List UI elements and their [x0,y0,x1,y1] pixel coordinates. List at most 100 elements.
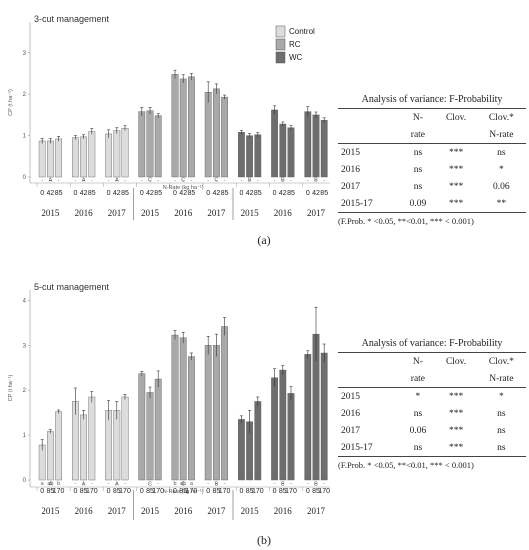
x-tick-label: 85 [47,488,55,495]
year-label: 2016 [274,208,293,218]
anova-grid: N- Clov. Clov.* rate N-rate 2015 ns *** … [338,109,526,213]
y-tick-label: 3 [23,343,27,349]
x-tick-label: 0 [239,488,243,495]
anova-header-cell: Clov. [445,356,467,367]
group-letter: C [148,482,152,488]
x-tick-label: 42 [80,190,88,197]
bar-letter: - [323,178,325,184]
bar [146,392,154,481]
anova-year-cell: 2016 [341,164,360,175]
y-tick-label: 2 [23,388,27,394]
bar-letter: - [116,481,118,487]
bar-letter: - [315,178,317,184]
anova-header-cell: N-rate [489,373,514,384]
anova-cell: ns [476,439,526,457]
legend-swatch [275,38,286,51]
bar-letter: - [315,481,317,487]
x-tick-label: 85 [221,190,229,197]
x-tick-label: 170 [86,488,98,495]
x-tick-label: 0 [173,488,177,495]
group-letter: A [49,178,53,184]
x-tick-label: 42 [213,190,221,197]
anova-cell: *** [435,143,477,161]
bar [88,396,96,481]
anova-cell: 0.06 [493,181,510,192]
x-tick-label: 85 [80,488,88,495]
bar [237,132,245,178]
x-tick-label: 170 [285,488,297,495]
x-tick-label: 85 [254,190,262,197]
group-letter: C [181,482,185,488]
group-letter: A [82,482,86,488]
anova-cell: ** [476,195,526,213]
bar [47,431,54,481]
bar-letter: - [149,178,151,184]
anova-cell: *** [435,387,477,405]
bar-letter: - [274,481,276,487]
bar [237,419,245,481]
bar-letter: b [57,481,60,487]
panel-b-label: (b) [257,533,271,547]
anova-cell: ns [413,408,423,419]
x-tick-label: 0 [206,190,210,197]
anova-cell: * [400,387,436,405]
anova-header-row: N- Clov. Clov.* [338,109,526,126]
bar-letter: - [83,178,85,184]
anova-table-a: Analysis of variance: F-Probability N- C… [338,92,526,226]
year-label: 2017 [207,208,226,218]
group-letter: C [181,178,185,184]
x-tick-label: 170 [252,488,264,495]
legend-swatch [275,51,286,64]
anova-cell: * [476,387,526,405]
bar [121,127,129,178]
bar [47,140,54,178]
bar [146,110,154,178]
anova-cell: 0.09 [400,195,436,213]
bar-letter: - [108,178,110,184]
bar [105,133,113,178]
group-letter: B [281,178,285,184]
anova-header-cell: N- [412,356,423,367]
bar-letter: - [207,178,209,184]
x-tick-label: 85 [188,190,196,197]
bar-letter: a [190,481,194,487]
x-tick-label: 85 [320,190,328,197]
x-tick-label: 0 [306,488,310,495]
bar [271,377,278,481]
year-label: 2015 [241,208,260,218]
anova-cell: *** [448,164,464,175]
x-tick-label: 0 [140,190,144,197]
x-tick-label: 85 [246,488,254,495]
bar [287,393,295,481]
anova-row: 2015-17 0.09 *** ** [338,195,526,213]
anova-year-cell: 2017 [341,181,360,192]
bar-letter: - [157,481,159,487]
x-tick-label: 0 [306,190,310,197]
x-tick-label: 85 [146,488,154,495]
anova-year-cell: 2015-17 [338,439,401,457]
panel-title: 3-cut management [34,14,110,24]
x-tick-label: 0 [40,190,44,197]
x-tick-label: 85 [279,488,287,495]
x-tick-label: 0 [73,488,77,495]
bar [55,138,63,178]
anova-year-cell: 2017 [341,425,360,436]
year-label: 2015 [241,506,260,516]
x-tick-label: 42 [179,190,187,197]
bar-letter: - [91,178,93,184]
y-tick-label: 0 [23,478,27,484]
bar [287,127,295,178]
bar [221,96,228,178]
year-label: 2016 [274,506,293,516]
year-label: 2015 [141,208,160,218]
bar-letter: - [307,481,309,487]
bar [179,337,187,481]
anova-header-cell [338,126,400,144]
legend-swatch [275,25,286,38]
bar [113,410,121,481]
anova-row: 2015 * *** * [338,387,526,405]
bar [271,109,278,178]
anova-cell: ns [413,181,423,192]
anova-note: (F.Prob. * <0.05, **<0.01, *** < 0.001) [338,216,474,226]
